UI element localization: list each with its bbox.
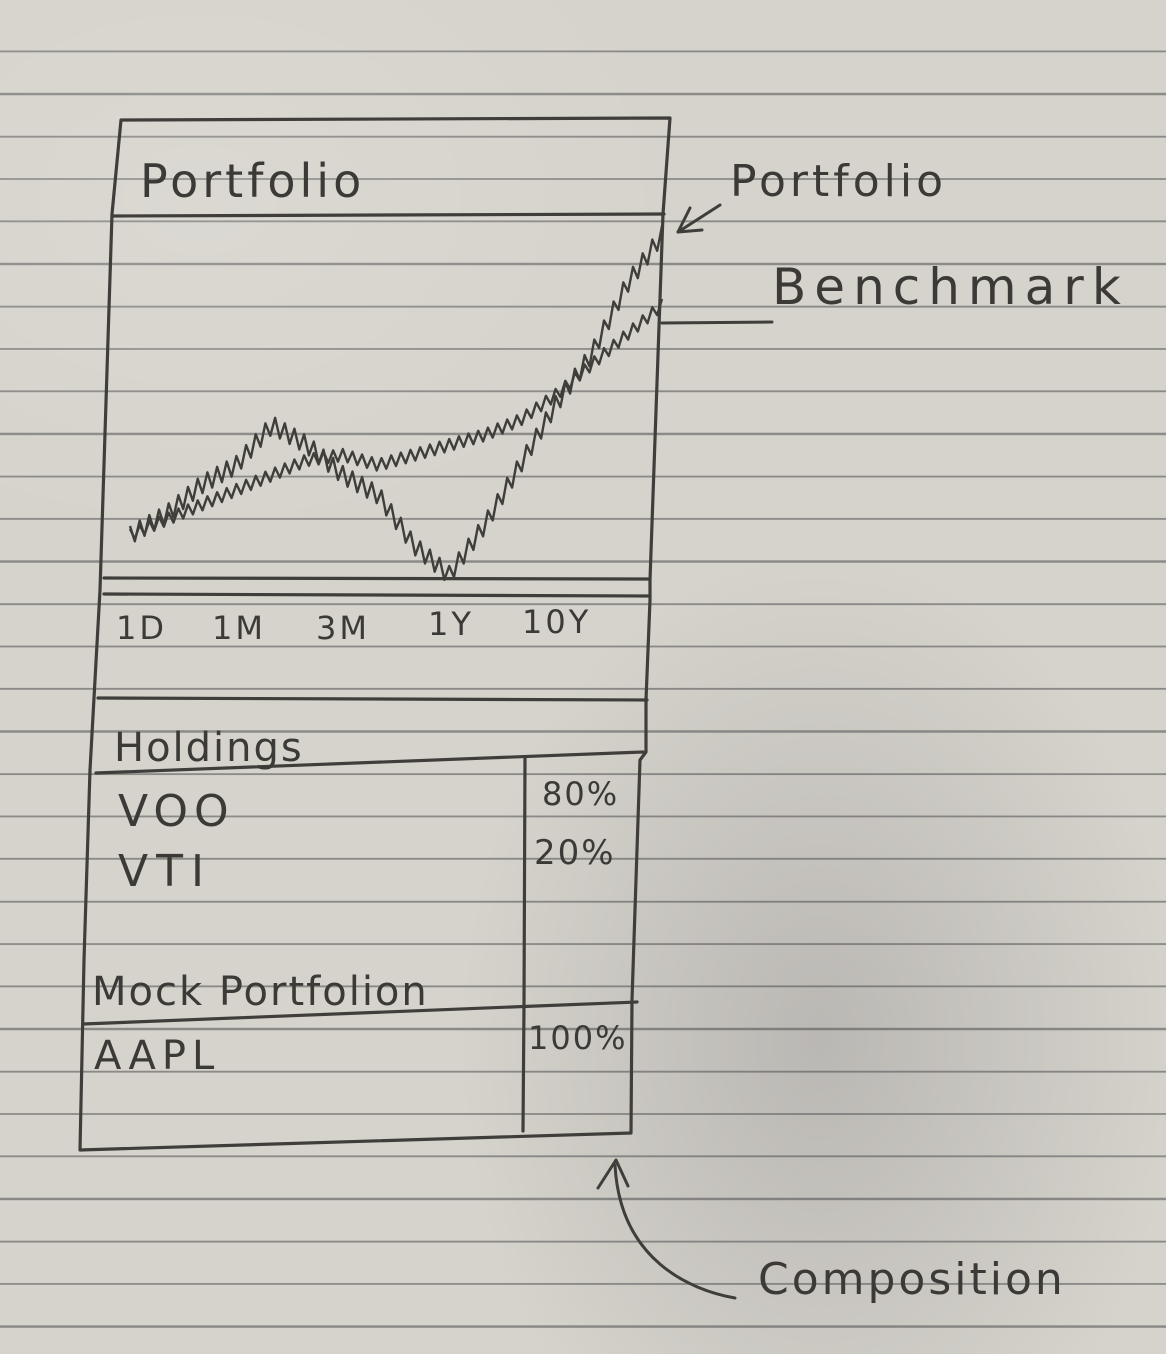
holding-ticker[interactable]: VTI <box>118 846 212 897</box>
benchmark-arrow-line <box>660 320 774 325</box>
composition-annotation: Composition <box>758 1254 1066 1305</box>
holdings-title: Holdings <box>114 725 304 771</box>
composition-column-line <box>521 756 527 1133</box>
holding-percent: 20% <box>534 833 616 873</box>
holdings-divider <box>94 750 645 775</box>
mock-divider <box>81 1000 639 1026</box>
portfolio-series-line <box>128 225 664 582</box>
benchmark-series-line <box>128 298 664 541</box>
chart-divider <box>102 576 652 581</box>
portfolio-arrow-head <box>676 206 704 234</box>
tabs-divider <box>96 696 649 702</box>
mock-portfolio-title: Mock Portfolion <box>92 969 429 1015</box>
benchmark-annotation: Benchmark <box>772 258 1129 316</box>
tab-1m[interactable]: 1M <box>212 609 266 647</box>
holding-ticker[interactable]: VOO <box>118 786 235 837</box>
portfolio-annotation: Portfolio <box>730 156 948 207</box>
composition-arrow-head <box>596 1158 630 1190</box>
mock-holding-ticker[interactable]: AAPL <box>94 1033 221 1079</box>
chart-plot <box>128 225 664 582</box>
mock-holding-percent: 100% <box>528 1019 628 1057</box>
phone-outline <box>78 116 672 1152</box>
tab-3m[interactable]: 3M <box>316 609 370 647</box>
page-title: Portfolio <box>140 154 366 208</box>
tabs-top-line <box>102 592 651 598</box>
composition-arrow-line <box>613 1163 737 1300</box>
tab-1y[interactable]: 1Y <box>428 605 474 643</box>
portfolio-arrow-line <box>676 203 722 234</box>
tab-1d[interactable]: 1D <box>116 609 167 647</box>
tab-10y[interactable]: 10Y <box>522 603 592 641</box>
holding-percent: 80% <box>542 775 620 813</box>
header-divider <box>110 212 666 218</box>
